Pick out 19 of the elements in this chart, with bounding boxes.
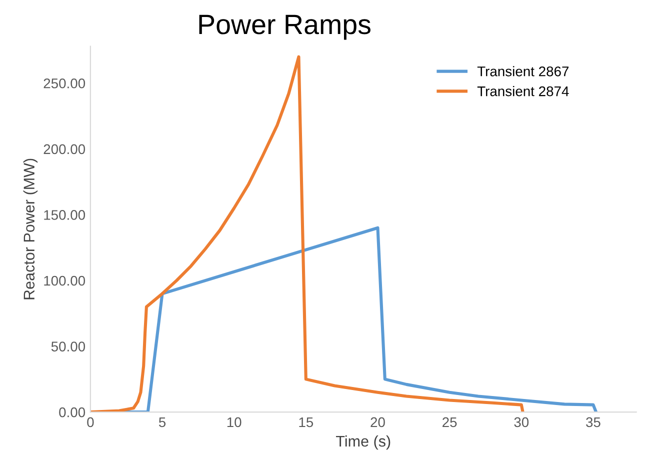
- y-tick-label: 150.00: [44, 210, 86, 220]
- x-tick-label: 35: [586, 417, 600, 428]
- legend-label: Transient 2874: [477, 86, 569, 96]
- y-tick-label: 50.00: [51, 342, 86, 352]
- y-axis-title: Reactor Power (MW): [23, 158, 38, 300]
- y-tick-label: 200.00: [44, 144, 86, 154]
- legend-label: Transient 2867: [477, 66, 569, 76]
- x-tick-label: 5: [158, 417, 166, 428]
- y-tick-label: 0.00: [59, 407, 86, 418]
- y-tick-label: 250.00: [44, 78, 86, 88]
- x-tick-label: 10: [227, 417, 242, 428]
- x-tick-label: 15: [299, 417, 314, 428]
- x-axis-title: Time (s): [336, 435, 390, 450]
- x-tick-label: 0: [87, 417, 94, 428]
- chart-title: Power Ramps: [199, 14, 370, 40]
- x-tick-label: 25: [442, 417, 457, 428]
- x-tick-label: 30: [514, 417, 529, 428]
- x-tick-label: 20: [370, 417, 385, 428]
- y-tick-label: 100.00: [44, 276, 86, 286]
